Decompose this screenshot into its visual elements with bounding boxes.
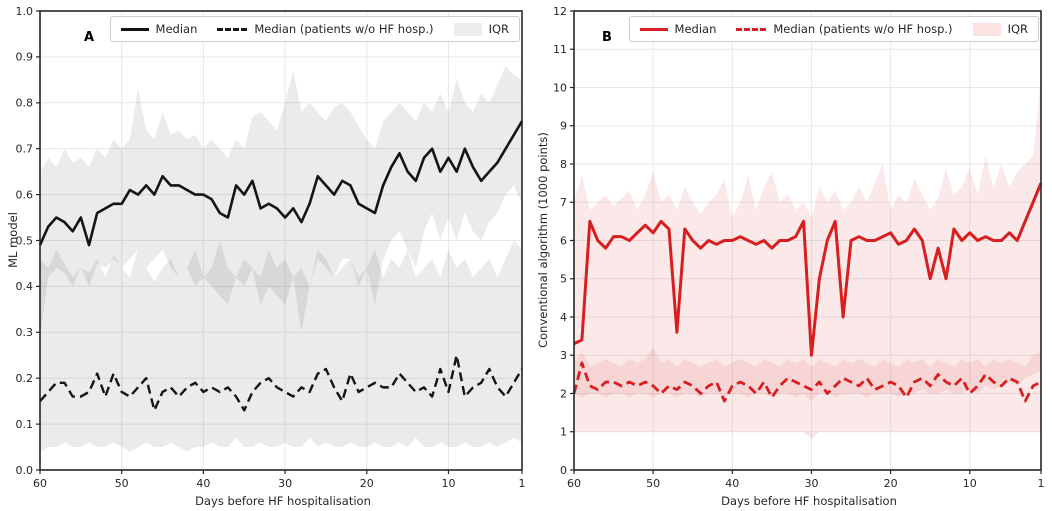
legend-label: Median (patients w/o HF hosp.): [773, 22, 953, 36]
svg-text:0.6: 0.6: [16, 188, 34, 201]
legend-item-median: Median: [120, 22, 198, 36]
svg-text:30: 30: [804, 477, 818, 490]
svg-text:40: 40: [725, 477, 739, 490]
panel-b-label: B: [602, 30, 612, 45]
svg-text:3: 3: [560, 349, 567, 362]
svg-text:0.1: 0.1: [16, 418, 34, 431]
panel-a-y-axis-label: ML model: [6, 212, 20, 268]
legend-label: Median: [155, 22, 198, 36]
legend-item-median-wo-hf: Median (patients w/o HF hosp.): [217, 22, 434, 36]
legend-item-iqr: IQR: [453, 22, 509, 36]
svg-text:10: 10: [441, 477, 455, 490]
svg-text:50: 50: [115, 477, 129, 490]
panel-a-legend: Median Median (patients w/o HF hosp.) IQ…: [109, 16, 520, 42]
panel-b-legend: Median Median (patients w/o HF hosp.) IQ…: [628, 16, 1039, 42]
svg-text:60: 60: [567, 477, 581, 490]
svg-text:11: 11: [553, 43, 567, 56]
svg-text:30: 30: [278, 477, 292, 490]
svg-text:20: 20: [360, 477, 374, 490]
svg-text:60: 60: [33, 477, 47, 490]
panel-b-conventional-algorithm: 0 1 2 3 4 5 6 7 8 9 10 11 12 60 50 40 30 20 10 1 B Conventi…: [526, 0, 1052, 511]
svg-text:1: 1: [560, 426, 567, 439]
svg-text:10: 10: [553, 81, 567, 94]
svg-text:4: 4: [560, 311, 567, 324]
iqr-patch-sample-icon: [972, 22, 1001, 36]
legend-label: Median (patients w/o HF hosp.): [254, 22, 434, 36]
svg-text:40: 40: [196, 477, 210, 490]
svg-text:0.2: 0.2: [16, 372, 34, 385]
iqr-patch-sample-icon: [453, 22, 482, 36]
svg-text:10: 10: [963, 477, 977, 490]
solid-line-sample-icon: [639, 27, 668, 31]
svg-text:9: 9: [560, 120, 567, 133]
panel-a-x-axis-label: Days before HF hospitalisation: [195, 494, 371, 508]
svg-text:0.0: 0.0: [16, 464, 34, 477]
legend-label: IQR: [488, 22, 509, 36]
svg-text:0: 0: [560, 464, 567, 477]
panel-b-y-axis-label: Conventional algorithm (1000 points): [536, 132, 550, 348]
legend-item-median-wo-hf: Median (patients w/o HF hosp.): [736, 22, 953, 36]
svg-text:7: 7: [560, 196, 567, 209]
svg-text:0.3: 0.3: [16, 326, 34, 339]
svg-text:0.9: 0.9: [16, 51, 34, 64]
svg-text:12: 12: [553, 5, 567, 18]
svg-text:6: 6: [560, 234, 567, 247]
legend-label: Median: [674, 22, 717, 36]
solid-line-sample-icon: [120, 27, 149, 31]
svg-text:0.7: 0.7: [16, 143, 34, 156]
panel-a-chart-canvas: 0.0 0.1 0.2 0.3 0.4 0.5 0.6 0.7 0.8 0.9 1.0 60 50 40 3…: [16, 5, 526, 490]
svg-text:1: 1: [1038, 477, 1045, 490]
panel-b-x-axis-label: Days before HF hospitalisation: [721, 494, 897, 508]
svg-text:1.0: 1.0: [16, 5, 34, 18]
dashed-line-sample-icon: [217, 27, 248, 31]
svg-text:20: 20: [884, 477, 898, 490]
legend-label: IQR: [1007, 22, 1028, 36]
dashed-line-sample-icon: [736, 27, 767, 31]
panel-a-ml-model: 0.0 0.1 0.2 0.3 0.4 0.5 0.6 0.7 0.8 0.9 1.0 60 50 40 3…: [6, 5, 526, 508]
svg-text:5: 5: [560, 273, 567, 286]
svg-text:0.4: 0.4: [16, 280, 34, 293]
svg-text:0.5: 0.5: [16, 234, 34, 247]
svg-text:50: 50: [646, 477, 660, 490]
panel-a-label: A: [84, 30, 95, 45]
legend-item-iqr: IQR: [972, 22, 1028, 36]
svg-text:2: 2: [560, 387, 567, 400]
svg-text:8: 8: [560, 158, 567, 171]
svg-text:1: 1: [519, 477, 526, 490]
legend-item-median: Median: [639, 22, 717, 36]
svg-text:0.8: 0.8: [16, 97, 34, 110]
